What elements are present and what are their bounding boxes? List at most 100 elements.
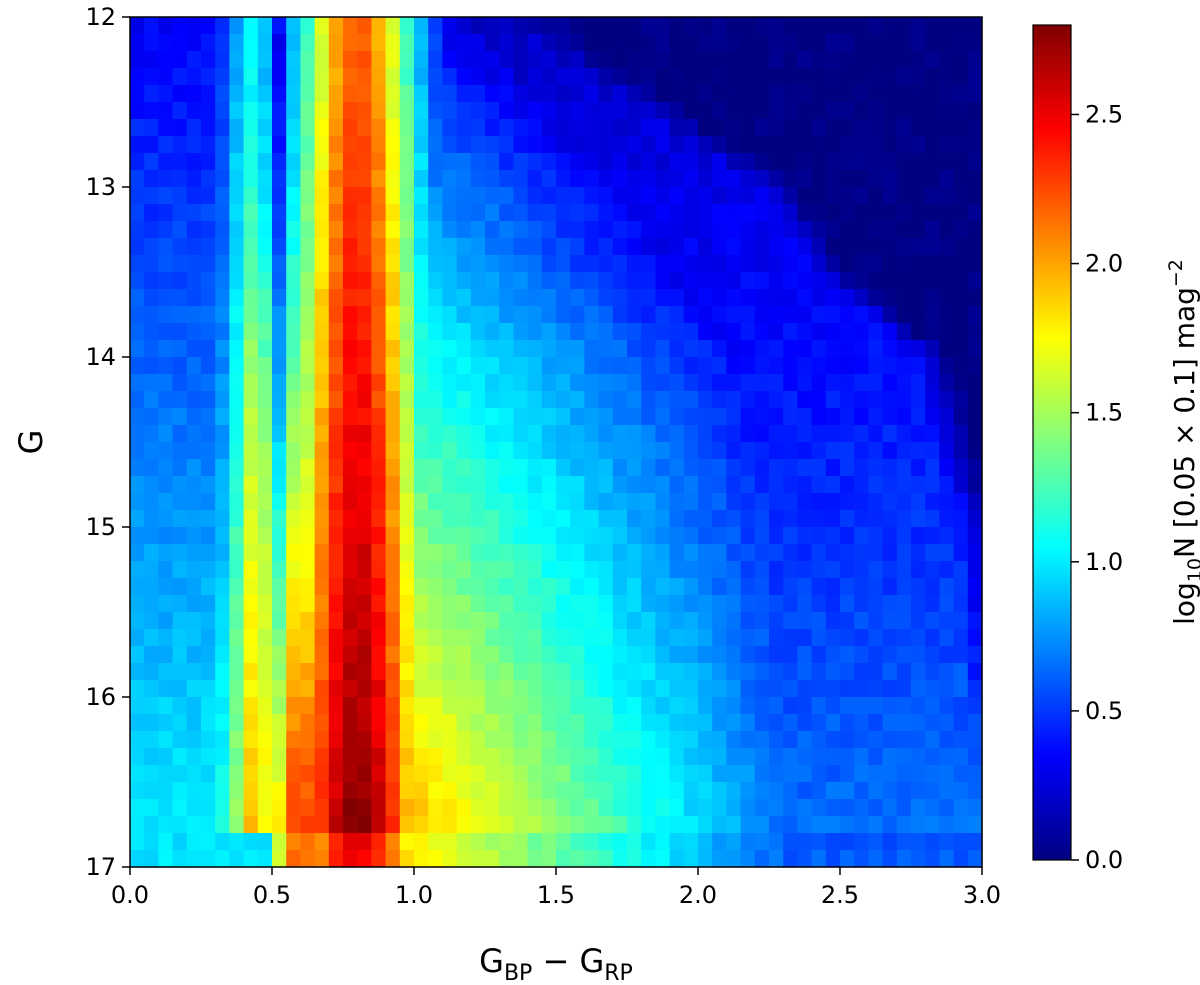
heatmap-cell: [783, 697, 798, 715]
heatmap-cell: [953, 799, 969, 817]
heatmap-cell: [556, 442, 571, 460]
heatmap-cell: [925, 374, 940, 392]
heatmap-cell: [257, 833, 273, 851]
heatmap-cell: [286, 306, 301, 324]
heatmap-cell: [570, 272, 585, 290]
heatmap-cell: [570, 561, 585, 579]
heatmap-cell: [627, 187, 642, 205]
heatmap-cell: [456, 34, 472, 52]
heatmap-cell: [399, 595, 415, 613]
heatmap-cell: [541, 782, 557, 800]
heatmap-cell: [669, 442, 685, 460]
heatmap-cell: [499, 748, 514, 766]
heatmap-cell: [257, 289, 273, 307]
heatmap-cell: [215, 442, 230, 460]
heatmap-cell: [414, 306, 429, 324]
heatmap-cell: [754, 595, 770, 613]
heatmap-cell: [655, 85, 671, 103]
heatmap-cell: [414, 170, 429, 188]
heatmap-cell: [442, 578, 458, 596]
heatmap-cell: [541, 34, 557, 52]
heatmap-cell: [371, 442, 387, 460]
heatmap-cell: [698, 850, 713, 868]
heatmap-cell: [683, 408, 699, 426]
heatmap-cell: [641, 731, 656, 749]
heatmap-cell: [854, 289, 869, 307]
heatmap-cell: [896, 408, 912, 426]
heatmap-cell: [925, 510, 940, 528]
heatmap-cell: [485, 646, 500, 664]
heatmap-cell: [144, 629, 159, 647]
heatmap-cell: [172, 459, 188, 477]
heatmap-cell: [172, 170, 188, 188]
heatmap-cell: [612, 833, 628, 851]
heatmap-cell: [485, 680, 500, 698]
heatmap-cell: [513, 272, 529, 290]
heatmap-cell: [243, 510, 259, 528]
heatmap-cell: [712, 136, 727, 154]
heatmap-cell: [967, 510, 983, 528]
heatmap-cell: [385, 272, 401, 290]
heatmap-cell: [840, 255, 855, 273]
heatmap-cell: [740, 646, 756, 664]
heatmap-cell: [698, 68, 713, 86]
heatmap-cell: [769, 119, 784, 137]
heatmap-cell: [286, 255, 301, 273]
heatmap-cell: [740, 238, 756, 256]
heatmap-cell: [882, 170, 898, 188]
heatmap-cell: [243, 68, 259, 86]
heatmap-cell: [911, 833, 926, 851]
heatmap-cell: [698, 408, 713, 426]
heatmap-cell: [272, 527, 287, 545]
heatmap-cell: [882, 85, 898, 103]
heatmap-cell: [598, 357, 614, 375]
heatmap-cell: [570, 153, 585, 171]
heatmap-cell: [186, 629, 202, 647]
heatmap-cell: [825, 17, 841, 35]
heatmap-cell: [456, 493, 472, 511]
heatmap-cell: [314, 374, 330, 392]
heatmap-cell: [442, 187, 458, 205]
heatmap-cell: [911, 629, 926, 647]
heatmap-cell: [428, 578, 443, 596]
heatmap-cell: [470, 425, 486, 443]
heatmap-cell: [541, 272, 557, 290]
heatmap-cell: [797, 34, 813, 52]
heatmap-cell: [343, 663, 358, 681]
heatmap-cell: [456, 68, 472, 86]
heatmap-cell: [257, 459, 273, 477]
heatmap-cell: [598, 459, 614, 477]
heatmap-cell: [854, 527, 869, 545]
heatmap-cell: [215, 714, 230, 732]
heatmap-cell: [655, 51, 671, 69]
heatmap-cell: [655, 204, 671, 222]
heatmap-cell: [499, 629, 514, 647]
heatmap-cell: [655, 765, 671, 783]
heatmap-cell: [158, 816, 174, 834]
heatmap-cell: [186, 221, 202, 239]
heatmap-cell: [627, 697, 642, 715]
heatmap-cell: [399, 782, 415, 800]
heatmap-cell: [612, 170, 628, 188]
heatmap-cell: [414, 374, 429, 392]
heatmap-cell: [740, 374, 756, 392]
heatmap-cell: [882, 340, 898, 358]
heatmap-cell: [229, 731, 245, 749]
heatmap-cell: [385, 425, 401, 443]
heatmap-cell: [186, 850, 202, 868]
heatmap-cell: [854, 595, 869, 613]
heatmap-cell: [513, 476, 529, 494]
heatmap-cell: [300, 17, 316, 35]
heatmap-cell: [144, 731, 159, 749]
heatmap-cell: [300, 850, 316, 868]
heatmap-cell: [669, 731, 685, 749]
heatmap-cell: [272, 408, 287, 426]
heatmap-cell: [257, 646, 273, 664]
heatmap-cell: [243, 646, 259, 664]
heatmap-cell: [257, 680, 273, 698]
heatmap-cell: [726, 799, 742, 817]
heatmap-cell: [499, 204, 514, 222]
heatmap-cell: [669, 136, 685, 154]
heatmap-cell: [669, 714, 685, 732]
colorbar-tick-label: 1.0: [1085, 548, 1123, 576]
